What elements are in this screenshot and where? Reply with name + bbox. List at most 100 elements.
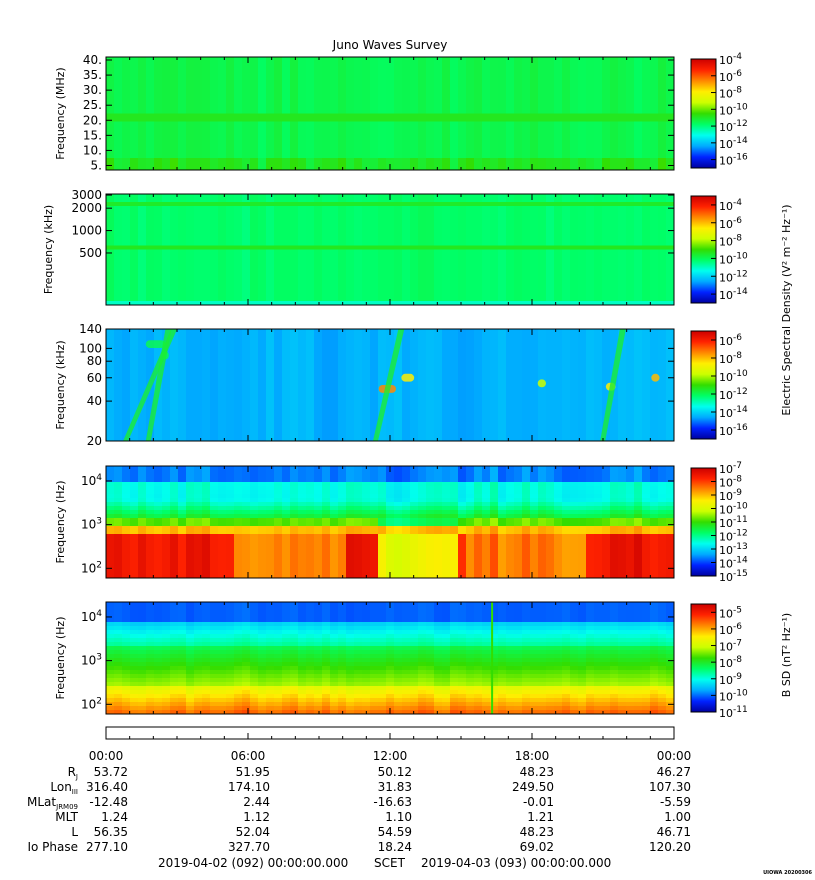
- heatmap-cell: [434, 249, 443, 255]
- heatmap-cell: [466, 333, 475, 338]
- heatmap-cell: [210, 121, 219, 127]
- heatmap-cell: [202, 161, 211, 167]
- heatmap-cell: [386, 357, 395, 362]
- heatmap-cell: [330, 201, 339, 207]
- heatmap-cell: [642, 113, 651, 119]
- heatmap-cell: [338, 245, 347, 251]
- heatmap-cell: [194, 197, 203, 203]
- heatmap-cell: [586, 341, 595, 346]
- heatmap-cell: [306, 165, 315, 171]
- heatmap-cell: [402, 81, 411, 86]
- heatmap-cell: [442, 97, 451, 102]
- heatmap-cell: [242, 209, 251, 215]
- heatmap-cell: [594, 133, 603, 139]
- heatmap-cell: [586, 57, 595, 62]
- heatmap-cell: [618, 353, 627, 358]
- heatmap-cell: [290, 81, 299, 86]
- heatmap-cell: [330, 273, 339, 278]
- heatmap-cell: [490, 301, 499, 306]
- heatmap-cell: [642, 361, 651, 366]
- heatmap-cell: [522, 249, 531, 255]
- heatmap-cell: [426, 77, 435, 82]
- heatmap-cell: [530, 149, 539, 155]
- heatmap-cell: [242, 297, 251, 302]
- heatmap-cell: [458, 129, 467, 135]
- heatmap-cell: [226, 105, 235, 111]
- heatmap-cell: [346, 329, 355, 334]
- heatmap-cell: [506, 217, 515, 223]
- heatmap-cell: [258, 161, 267, 167]
- heatmap-cell: [266, 201, 275, 207]
- heatmap-cell: [482, 161, 491, 167]
- heatmap-cell: [538, 209, 547, 215]
- heatmap-cell: [466, 237, 475, 243]
- heatmap-cell: [242, 77, 251, 82]
- heatmap-cell: [394, 205, 403, 211]
- heatmap-cell: [250, 157, 259, 163]
- heatmap-cell: [146, 157, 155, 163]
- heatmap-cell: [162, 297, 171, 302]
- heatmap-cell: [594, 237, 603, 243]
- heatmap-cell: [458, 365, 467, 370]
- heatmap-cell: [298, 97, 307, 102]
- heatmap-cell: [226, 65, 235, 70]
- heatmap-cell: [490, 273, 499, 278]
- heatmap-cell: [362, 337, 371, 342]
- heatmap-cell: [658, 117, 667, 123]
- heatmap-cell: [626, 109, 635, 115]
- heatmap-cell: [610, 285, 619, 290]
- heatmap-cell: [570, 261, 579, 266]
- heatmap-cell: [522, 73, 531, 78]
- heatmap-cell: [322, 105, 331, 111]
- heatmap-cell: [482, 145, 491, 151]
- heatmap-cell: [418, 97, 427, 102]
- heatmap-cell: [482, 225, 491, 231]
- heatmap-cell: [434, 333, 443, 338]
- heatmap-cell: [314, 153, 323, 159]
- heatmap-cell: [274, 277, 283, 282]
- heatmap-cell: [218, 365, 227, 370]
- heatmap-cell: [650, 117, 659, 123]
- heatmap-cell: [170, 373, 179, 378]
- heatmap-cell: [626, 141, 635, 147]
- heatmap-cell: [642, 297, 651, 302]
- heatmap-cell: [562, 109, 571, 115]
- heatmap-cell: [202, 69, 211, 74]
- heatmap-cell: [266, 293, 275, 298]
- heatmap-cell: [202, 269, 211, 274]
- heatmap-cell: [418, 341, 427, 346]
- heatmap-cell: [330, 277, 339, 282]
- heatmap-cell: [130, 73, 139, 78]
- heatmap-cell: [658, 194, 667, 199]
- heatmap-cell: [498, 105, 507, 111]
- heatmap-cell: [610, 129, 619, 135]
- heatmap-cell: [442, 145, 451, 151]
- heatmap-cell: [522, 157, 531, 163]
- heatmap-cell: [474, 77, 483, 82]
- heatmap-cell: [458, 257, 467, 262]
- heatmap-cell: [194, 217, 203, 223]
- heatmap-cell: [162, 257, 171, 262]
- heatmap-cell: [418, 329, 427, 334]
- heatmap-cell: [146, 81, 155, 86]
- heatmap-cell: [514, 281, 523, 286]
- heatmap-cell: [642, 97, 651, 102]
- heatmap-cell: [202, 77, 211, 82]
- heatmap-cell: [666, 349, 675, 354]
- heatmap-cell: [522, 269, 531, 274]
- heatmap-cell: [266, 141, 275, 147]
- heatmap-cell: [410, 297, 419, 302]
- heatmap-cell: [322, 121, 331, 127]
- heatmap-cell: [594, 353, 603, 358]
- heatmap-cell: [202, 281, 211, 286]
- heatmap-cell: [530, 277, 539, 282]
- heatmap-cell: [346, 85, 355, 90]
- heatmap-cell: [338, 153, 347, 159]
- heatmap-cell: [226, 221, 235, 227]
- heatmap-cell: [666, 161, 675, 167]
- heatmap-cell: [410, 293, 419, 298]
- heatmap-cell: [346, 369, 355, 374]
- heatmap-cell: [386, 249, 395, 255]
- heatmap-cell: [394, 261, 403, 266]
- heatmap-cell: [554, 201, 563, 207]
